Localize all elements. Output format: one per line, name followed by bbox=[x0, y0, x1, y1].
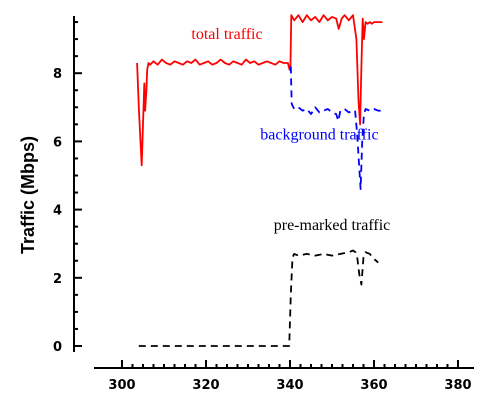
x-tick-label: 360 bbox=[360, 378, 387, 393]
y-tick-label: 0 bbox=[53, 340, 62, 355]
y-tick-label: 6 bbox=[53, 135, 62, 150]
x-tick-label: 380 bbox=[444, 378, 471, 393]
annotation-total-traffic: total traffic bbox=[191, 26, 262, 43]
y-tick-label: 8 bbox=[53, 67, 62, 82]
series-line-pre-marked-traffic bbox=[138, 249, 379, 347]
x-tick-label: 320 bbox=[192, 378, 219, 393]
x-tick-label: 300 bbox=[108, 378, 135, 393]
plot-area bbox=[136, 14, 383, 347]
annotation-background-traffic: background traffic bbox=[260, 127, 378, 144]
y-tick-label: 2 bbox=[53, 272, 62, 287]
axes: 0 2 4 6 8 300 320 340 360 380 bbox=[53, 16, 474, 393]
series-line-total-traffic bbox=[136, 14, 383, 167]
annotations: total traffic background traffic pre-mar… bbox=[191, 26, 390, 234]
y-tick-label: 4 bbox=[53, 204, 62, 219]
y-axis-label: Traffic (Mbps) bbox=[18, 136, 38, 254]
x-tick-label: 340 bbox=[276, 378, 303, 393]
annotation-pre-marked-traffic: pre-marked traffic bbox=[274, 217, 391, 234]
